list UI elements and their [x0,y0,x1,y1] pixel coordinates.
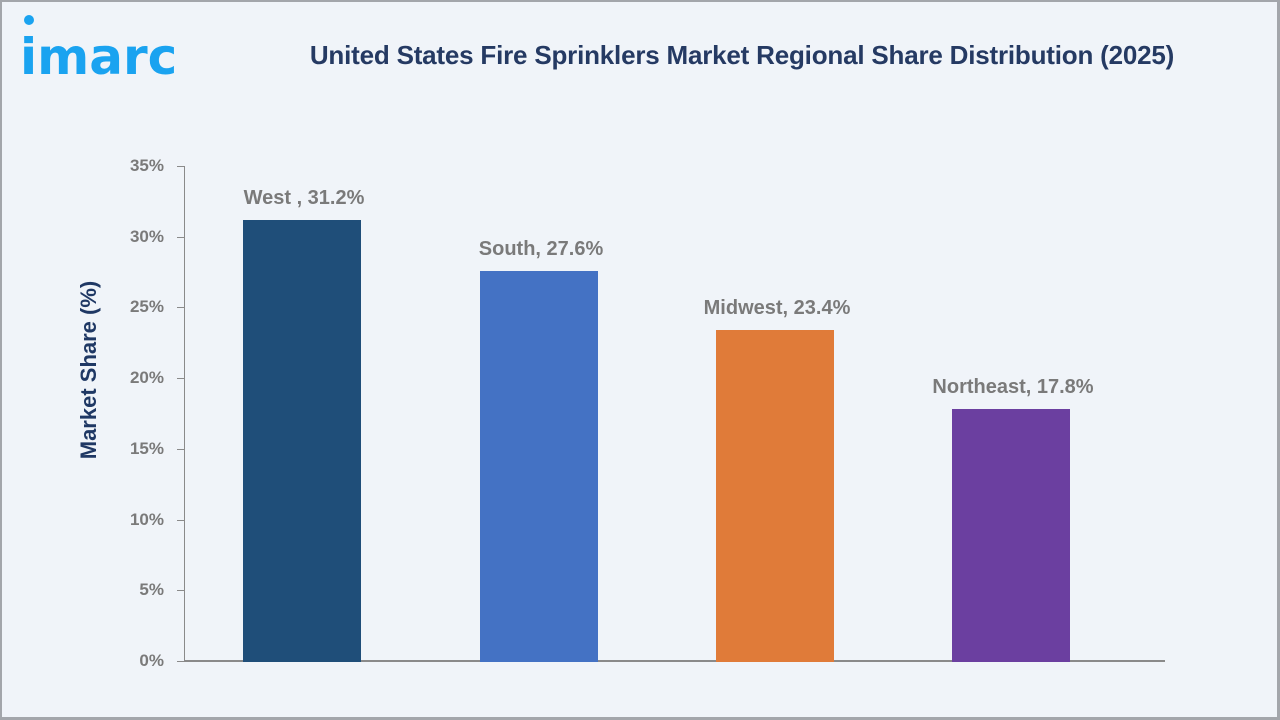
y-tick-mark [177,590,184,591]
y-tick-label: 30% [129,226,164,246]
y-axis-line [184,166,185,661]
y-tick-label: 0% [139,651,164,670]
y-tick-label: 10% [129,509,164,529]
data-label-west: West , 31.2% [243,186,365,209]
bar-south[interactable] [480,270,598,662]
y-tick-mark [177,166,184,167]
bar-west[interactable] [243,219,361,662]
y-tick-label: 20% [129,368,164,388]
bar-northeast[interactable] [952,409,1070,662]
data-label-midwest: Midwest, 23.4% [703,297,851,320]
y-tick-label: 5% [139,580,164,600]
data-label-northeast: Northeast, 17.8% [932,376,1094,399]
imarc-logo-icon: imarc [20,15,177,86]
x-axis-line [184,660,1165,662]
y-tick-label: 25% [129,297,164,317]
y-tick-mark [177,237,184,238]
chart-title: United States Fire Sprinklers Market Reg… [309,40,1175,70]
y-tick-mark [177,449,184,450]
bar-midwest[interactable] [716,330,834,662]
y-tick-mark [177,307,184,308]
y-tick-mark [177,520,184,521]
y-tick-mark [177,661,184,662]
svg-text:imarc: imarc [20,28,177,84]
imarc-logo: imarc [20,14,205,86]
data-label-south: South, 27.6% [478,237,604,260]
y-tick-label: 15% [129,438,164,458]
y-tick-label: 35% [129,156,164,175]
y-tick-mark [177,378,184,379]
